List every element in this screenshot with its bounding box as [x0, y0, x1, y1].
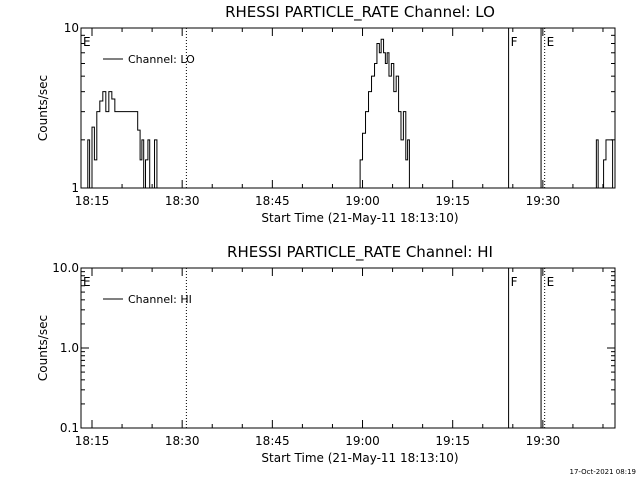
y-tick-label: 10 [64, 21, 79, 35]
event-marker-label: E [83, 35, 91, 49]
x-tick-label: 18:30 [165, 434, 200, 448]
x-tick-label: 19:15 [435, 194, 470, 208]
chart-title: RHESSI PARTICLE_RATE Channel: LO [225, 3, 495, 22]
data-series-line [358, 38, 410, 189]
event-marker-label: F [511, 275, 518, 289]
x-axis-label: Start Time (21-May-11 18:13:10) [261, 451, 458, 465]
data-series-line [593, 139, 614, 189]
x-tick-label: 18:15 [75, 434, 110, 448]
x-tick-label: 19:00 [345, 194, 380, 208]
legend-label: Channel: LO [128, 53, 195, 66]
x-axis-label: Start Time (21-May-11 18:13:10) [261, 211, 458, 225]
event-marker-label: E [547, 35, 555, 49]
event-marker-label: E [547, 275, 555, 289]
legend-label: Channel: HI [128, 293, 192, 306]
lo-channel-panel: RHESSI PARTICLE_RATE Channel: LO Counts/s… [36, 3, 616, 225]
x-tick-label: 19:30 [526, 434, 561, 448]
x-tick-label: 18:45 [255, 194, 290, 208]
x-tick-label: 19:30 [526, 194, 561, 208]
event-marker-label: E [83, 275, 91, 289]
plot-frame [80, 267, 616, 429]
y-tick-label: 1 [71, 181, 79, 195]
y-tick-label: 1.0 [60, 341, 79, 355]
data-series-line [85, 91, 158, 189]
event-marker-label: F [511, 35, 518, 49]
x-tick-label: 18:30 [165, 194, 200, 208]
y-tick-label: 0.1 [60, 421, 79, 435]
y-axis-label: Counts/sec [36, 75, 50, 141]
plot-timestamp: 17-Oct-2021 08:19 [570, 468, 636, 476]
plot-frame [80, 27, 616, 189]
y-tick-label: 10.0 [52, 261, 79, 275]
hi-channel-panel: RHESSI PARTICLE_RATE Channel: HI Counts/s… [36, 243, 616, 465]
x-tick-label: 18:15 [75, 194, 110, 208]
x-tick-label: 19:15 [435, 434, 470, 448]
y-axis-label: Counts/sec [36, 315, 50, 381]
x-tick-label: 19:00 [345, 434, 380, 448]
x-tick-label: 18:45 [255, 434, 290, 448]
chart-title: RHESSI PARTICLE_RATE Channel: HI [227, 243, 493, 262]
